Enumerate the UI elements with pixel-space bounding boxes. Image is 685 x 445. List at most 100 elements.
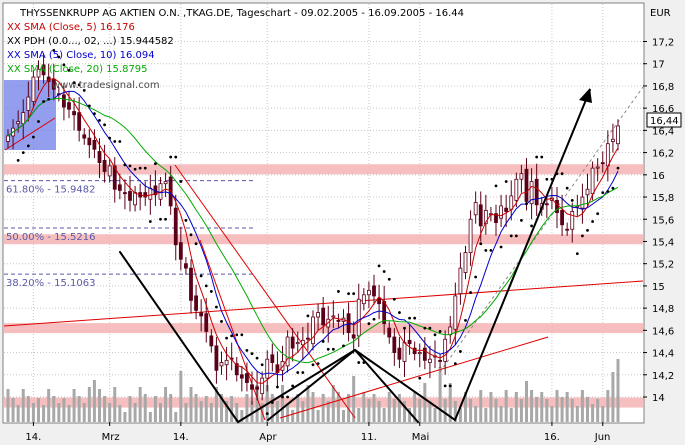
candle-body xyxy=(356,298,361,337)
volume-bar xyxy=(469,399,473,422)
candle-body xyxy=(428,358,432,363)
volume-bar xyxy=(387,392,391,422)
y-tick-label: 14,8 xyxy=(652,304,674,315)
volume-bar xyxy=(62,398,66,422)
candle-body xyxy=(173,207,178,246)
volume-bar xyxy=(509,408,513,422)
sar-dot xyxy=(575,252,579,256)
volume-bar xyxy=(321,394,325,422)
currency-label: EUR xyxy=(650,8,671,19)
volume-bar xyxy=(392,399,396,422)
pattern-arrow-segment xyxy=(354,349,419,423)
volume-bar xyxy=(342,410,345,422)
volume-bar xyxy=(270,394,274,422)
sar-dot xyxy=(504,180,508,183)
volume-bar xyxy=(418,399,422,422)
candle-body xyxy=(504,207,509,212)
sar-dot xyxy=(87,104,91,108)
x-tick-label: Mai xyxy=(412,432,430,443)
volume-bar xyxy=(164,387,168,422)
volume-bar xyxy=(194,394,198,422)
y-tick-label: 15,8 xyxy=(652,193,674,204)
y-tick-label: 16,2 xyxy=(652,149,674,160)
volume-bar xyxy=(214,387,218,422)
candle-body xyxy=(51,78,56,90)
volume-bar xyxy=(352,376,356,422)
sar-dot xyxy=(560,172,564,176)
sar-dot xyxy=(418,376,422,380)
volume-bar xyxy=(11,398,15,422)
volume-bar xyxy=(586,397,589,422)
sar-dot xyxy=(281,395,284,399)
volume-bar xyxy=(601,406,605,422)
candle-body xyxy=(102,159,107,172)
candle-body xyxy=(133,192,137,206)
sar-dot xyxy=(108,136,112,140)
volume-bar xyxy=(118,405,122,422)
y-tick-label: 14 xyxy=(652,393,665,404)
volume-bar xyxy=(611,372,615,422)
candle-body xyxy=(499,205,503,219)
volume-bar xyxy=(133,403,137,422)
x-tick-label: 16. xyxy=(544,432,560,443)
legend: XX SMA (Close, 5) 16.176 XX PDH (0.0..., … xyxy=(7,22,174,75)
sar-dot xyxy=(276,385,279,389)
sar-dot xyxy=(586,228,589,232)
candle-body xyxy=(402,342,407,362)
volume-bar xyxy=(504,390,508,422)
candle-body xyxy=(194,295,198,311)
volume-bar xyxy=(316,410,320,422)
candle-body xyxy=(468,218,473,253)
y-tick-label: 15,2 xyxy=(652,260,674,271)
sar-dot xyxy=(16,158,20,162)
sar-dot xyxy=(443,384,447,388)
sar-dot xyxy=(347,292,350,296)
sar-dot xyxy=(184,218,188,222)
sar-dot xyxy=(382,270,386,273)
sar-dot xyxy=(240,333,244,337)
sar-dot xyxy=(291,384,295,388)
candle-body xyxy=(255,386,259,390)
candle-body xyxy=(473,202,478,216)
volume-bar xyxy=(438,367,442,422)
candle-body xyxy=(478,204,483,227)
sar-dot xyxy=(372,317,376,321)
volume-bar xyxy=(408,408,412,422)
candle-body xyxy=(270,354,275,363)
volume-bar xyxy=(362,392,366,422)
sar-dot xyxy=(98,118,101,122)
candle-body xyxy=(529,181,534,205)
sar-dot xyxy=(286,395,289,399)
candle-body xyxy=(250,384,254,390)
sar-dot xyxy=(453,362,457,366)
volume-bar xyxy=(372,394,376,422)
candlesticks xyxy=(6,53,620,405)
candle-body xyxy=(346,313,351,333)
sar-dot xyxy=(570,198,574,202)
sar-dot xyxy=(143,166,147,170)
y-tick-label: 14,4 xyxy=(652,349,674,360)
volume-bar xyxy=(413,392,417,422)
volume-bar xyxy=(525,381,528,422)
sar-dot xyxy=(245,348,249,352)
trend-line-red xyxy=(174,164,356,419)
volume-bar xyxy=(123,412,127,422)
candle-body xyxy=(397,347,402,360)
x-tick-label: 11. xyxy=(361,432,377,443)
volume-bar xyxy=(87,387,91,422)
volume-bar xyxy=(453,401,457,422)
volume-bar xyxy=(347,394,351,422)
sar-dot xyxy=(509,234,513,238)
sar-dot xyxy=(489,248,493,252)
volume-bar xyxy=(72,389,76,422)
sar-dot xyxy=(469,291,472,294)
volume-bar xyxy=(98,389,101,422)
y-tick-label: 16,8 xyxy=(652,82,674,93)
sar-dot xyxy=(352,292,356,296)
volume-bar xyxy=(514,392,518,422)
volume-bar xyxy=(57,403,61,422)
candle-body xyxy=(443,338,448,362)
volume-bar xyxy=(545,399,549,422)
sar-dot xyxy=(164,217,167,221)
